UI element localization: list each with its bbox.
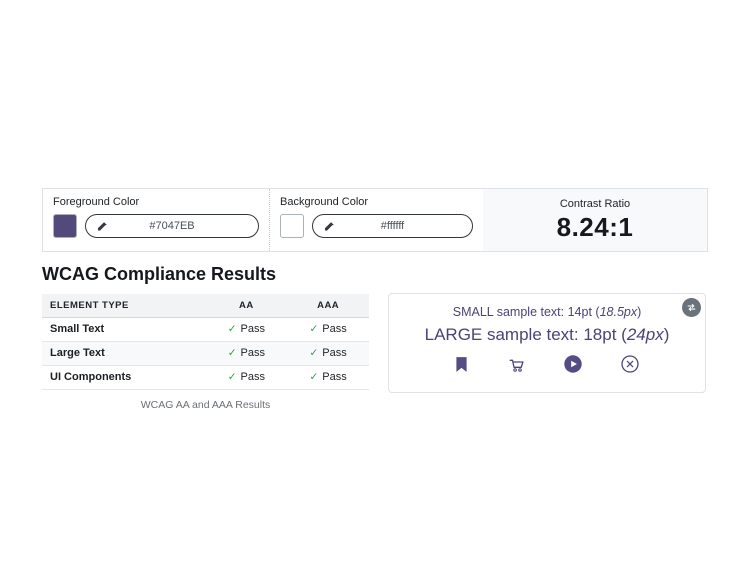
- foreground-color-section: Foreground Color: [43, 189, 269, 251]
- large-sample-text: LARGE sample text: 18pt (24px): [424, 325, 670, 344]
- check-icon: ✓: [309, 323, 319, 335]
- check-icon: ✓: [309, 347, 319, 359]
- check-icon: ✓: [227, 347, 237, 359]
- table-caption: WCAG AA and AAA Results: [140, 398, 271, 411]
- check-icon: ✓: [309, 371, 319, 383]
- aa-status: ✓ Pass: [205, 317, 288, 342]
- contrast-ratio-label: Contrast Ratio: [559, 197, 631, 210]
- play-icon: [564, 355, 582, 373]
- status-text: Pass: [240, 323, 266, 335]
- status-text: Pass: [240, 371, 266, 383]
- color-picker-strip: Foreground Color Background Color: [42, 188, 708, 252]
- status-text: Pass: [240, 347, 266, 359]
- foreground-color-label: Foreground Color: [53, 196, 140, 208]
- aa-status: ✓ Pass: [205, 365, 288, 390]
- row-label: Large Text: [42, 341, 206, 366]
- contrast-ratio-value: 8.24:1: [556, 211, 634, 242]
- close-icon: [620, 355, 639, 373]
- table-row: Large Text ✓ Pass ✓ Pass: [42, 341, 369, 366]
- table-row: Small Text ✓ Pass ✓ Pass: [42, 317, 369, 342]
- swap-arrows-icon: [687, 303, 696, 312]
- eyedropper-icon[interactable]: [323, 220, 335, 232]
- check-icon: ✓: [227, 323, 237, 335]
- foreground-swatch[interactable]: [53, 214, 77, 238]
- table-header-row: Element Type AA AAA: [42, 294, 369, 318]
- status-text: Pass: [322, 347, 347, 359]
- compliance-table: Element Type AA AAA Small Text ✓ Pass ✓ Pa…: [42, 294, 369, 411]
- header-aa: AA: [205, 294, 288, 318]
- cart-icon: [507, 355, 526, 373]
- check-icon: ✓: [227, 371, 237, 383]
- bookmark-icon: [455, 356, 468, 373]
- sample-preview-panel: SMALL sample text: 14pt (18.5px) LARGE s…: [388, 293, 706, 393]
- status-text: Pass: [322, 323, 347, 335]
- row-label: UI Components: [42, 365, 206, 390]
- background-swatch[interactable]: [280, 214, 304, 238]
- status-text: Pass: [322, 371, 347, 383]
- sample-icons-row: [389, 355, 705, 373]
- header-element-type: Element Type: [42, 294, 206, 318]
- swap-colors-button[interactable]: [682, 298, 701, 317]
- header-aaa: AAA: [287, 294, 369, 318]
- contrast-ratio-panel: Contrast Ratio 8.24:1: [483, 189, 707, 251]
- background-hex-input[interactable]: [312, 214, 473, 238]
- aaa-status: ✓ Pass: [287, 365, 369, 390]
- background-color-label: Background Color: [280, 196, 369, 208]
- small-sample-text: SMALL sample text: 14pt (18.5px): [452, 305, 642, 319]
- eyedropper-icon[interactable]: [96, 220, 108, 232]
- aaa-status: ✓ Pass: [287, 317, 369, 342]
- row-label: Small Text: [42, 317, 206, 342]
- foreground-hex-input[interactable]: [85, 214, 259, 238]
- background-color-section: Background Color: [269, 189, 483, 251]
- aa-status: ✓ Pass: [205, 341, 288, 366]
- aaa-status: ✓ Pass: [287, 341, 369, 366]
- table-row: UI Components ✓ Pass ✓ Pass: [42, 365, 369, 390]
- page-title: WCAG Compliance Results: [42, 264, 277, 284]
